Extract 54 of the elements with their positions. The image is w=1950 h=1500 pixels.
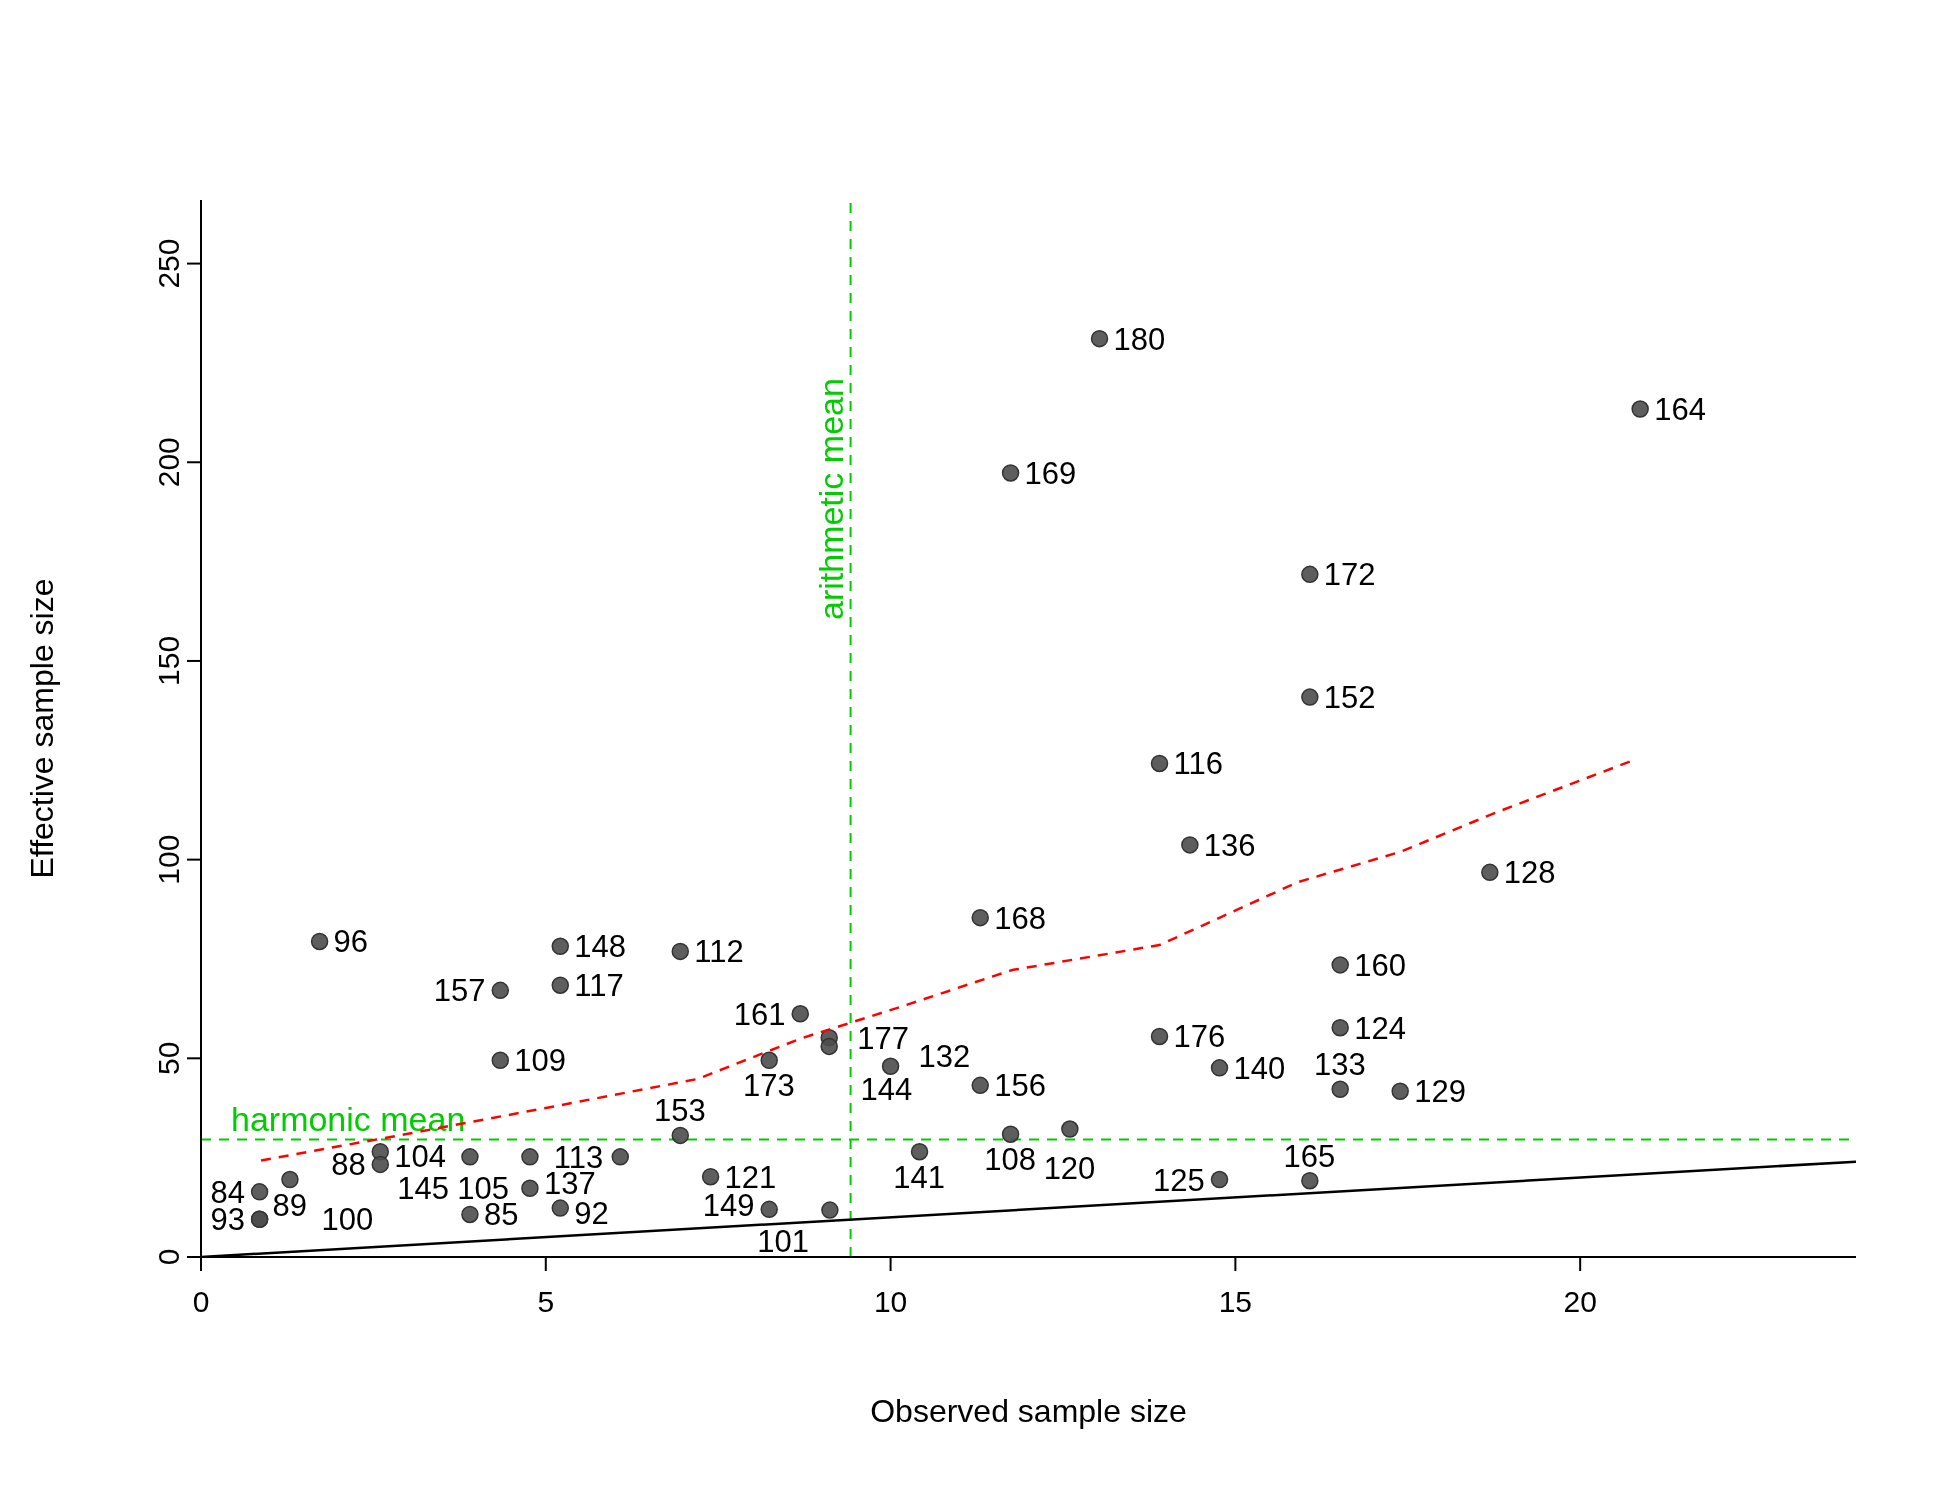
annotation: 129 — [1414, 1074, 1466, 1110]
annotation: 176 — [1173, 1019, 1226, 1055]
annotation: 116 — [1173, 746, 1223, 782]
annotation: 120 — [1043, 1151, 1096, 1187]
annotation: 153 — [654, 1093, 706, 1129]
annotation: 169 — [1024, 455, 1077, 491]
x-tick-label: 0 — [192, 1285, 210, 1319]
y-axis-title: Effective sample size — [24, 578, 61, 879]
annotation: 148 — [574, 929, 627, 965]
annotation: 157 — [433, 973, 486, 1009]
annotation: 108 — [984, 1142, 1037, 1178]
annotation: 140 — [1233, 1050, 1286, 1086]
annotation: 141 — [893, 1159, 946, 1195]
annotation: 125 — [1153, 1162, 1205, 1198]
y-tick-label: 100 — [152, 834, 185, 885]
annotation: 128 — [1503, 855, 1556, 891]
annotation: 152 — [1323, 680, 1376, 716]
annotation: 180 — [1113, 321, 1166, 357]
annotation: 117 — [574, 968, 624, 1004]
y-tick-label: 0 — [152, 1248, 185, 1266]
annotation: 165 — [1283, 1138, 1336, 1174]
annotation: 173 — [742, 1068, 795, 1104]
annotation: 124 — [1354, 1010, 1406, 1046]
annotation: 161 — [733, 996, 786, 1032]
annotation: 132 — [918, 1038, 971, 1074]
ref-line-label: arithmetic mean — [811, 378, 850, 620]
annotation: 109 — [514, 1043, 567, 1079]
annotation: 92 — [574, 1195, 609, 1231]
annotation: 168 — [994, 900, 1046, 936]
x-tick-label: 20 — [1563, 1285, 1597, 1319]
annotation: 177 — [857, 1020, 909, 1056]
annotation: 89 — [272, 1187, 307, 1223]
annotation: 160 — [1354, 947, 1406, 983]
annotation: 164 — [1654, 392, 1706, 428]
x-tick-label: 15 — [1218, 1285, 1253, 1319]
y-tick-label: 50 — [152, 1041, 185, 1075]
x-tick-label: 5 — [537, 1285, 555, 1319]
annotation: 93 — [210, 1202, 246, 1238]
annotation: 96 — [333, 924, 369, 960]
ref-line-label: harmonic mean — [231, 1100, 466, 1139]
annotation: 133 — [1313, 1047, 1366, 1083]
y-tick-label: 250 — [152, 238, 185, 289]
annotation: 136 — [1203, 827, 1256, 863]
annotation: 172 — [1323, 557, 1376, 593]
annotation: 112 — [694, 934, 744, 970]
x-tick-label: 10 — [873, 1285, 908, 1319]
y-tick-label: 200 — [152, 437, 185, 488]
annotation: 144 — [860, 1071, 913, 1107]
annotation: 100 — [321, 1202, 374, 1238]
annotation: 156 — [994, 1068, 1046, 1104]
annotation: 101 — [757, 1224, 809, 1260]
x-axis-title: Observed sample size — [870, 1393, 1187, 1429]
annotation: 88 — [331, 1147, 366, 1183]
y-tick-label: 150 — [152, 635, 185, 686]
